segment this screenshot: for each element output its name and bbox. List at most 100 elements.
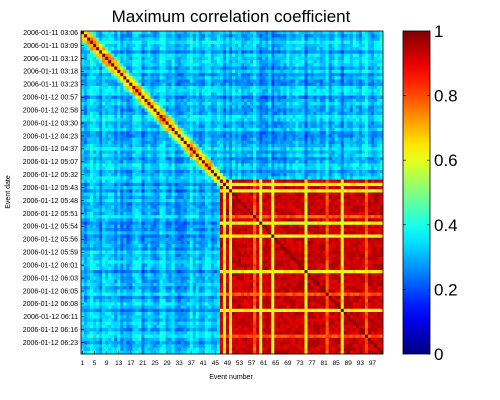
heatmap-cell: [180, 105, 184, 109]
heatmap-cell: [322, 102, 326, 106]
heatmap-cell: [304, 72, 308, 77]
heatmap-cell: [265, 89, 269, 93]
heatmap-cell: [159, 118, 163, 122]
heatmap-cell: [241, 144, 245, 148]
heatmap-cell: [316, 102, 320, 106]
heatmap-cell: [265, 179, 269, 184]
heatmap-cell: [328, 182, 332, 187]
heatmap-cell: [241, 147, 245, 151]
heatmap-cell: [183, 37, 187, 41]
heatmap-cell: [159, 140, 163, 145]
heatmap-cell: [207, 182, 212, 187]
heatmap-cell: [376, 31, 381, 35]
heatmap-cell: [156, 102, 160, 106]
heatmap-cell: [370, 160, 375, 164]
heatmap-cell: [192, 140, 197, 145]
heatmap-cell: [265, 186, 269, 190]
heatmap-cell: [81, 156, 85, 161]
heatmap-cell: [301, 66, 305, 71]
heatmap-cell: [325, 147, 329, 151]
heatmap-cell: [147, 34, 151, 38]
heatmap-cell: [165, 34, 169, 38]
heatmap-cell: [244, 66, 248, 71]
heatmap-cell: [225, 134, 230, 138]
heatmap-cell: [346, 37, 351, 41]
heatmap-cell: [298, 40, 302, 45]
heatmap-cell: [153, 176, 157, 180]
heatmap-cell: [349, 137, 354, 142]
heatmap-cell: [256, 47, 260, 51]
heatmap-cell: [180, 82, 184, 87]
heatmap-cell: [289, 153, 293, 158]
heatmap-cell: [343, 105, 348, 109]
heatmap-cell: [219, 144, 224, 148]
heatmap-cell: [111, 92, 115, 96]
heatmap-cell: [207, 60, 212, 64]
heatmap-cell: [84, 89, 88, 93]
heatmap-cell: [222, 72, 227, 77]
heatmap-cell: [352, 108, 357, 113]
heatmap-cell: [219, 66, 224, 71]
heatmap-cell: [114, 189, 118, 193]
heatmap-cell: [331, 150, 335, 155]
heatmap-cell: [120, 47, 124, 51]
heatmap-cell: [111, 50, 115, 54]
heatmap-cell: [232, 127, 236, 132]
heatmap-cell: [379, 127, 384, 132]
heatmap-cell: [171, 150, 175, 155]
heatmap-cell: [213, 66, 218, 71]
heatmap-cell: [156, 56, 160, 61]
heatmap-cell: [216, 63, 221, 67]
heatmap-cell: [147, 95, 151, 100]
heatmap-cell: [108, 50, 112, 54]
heatmap-cell: [310, 147, 314, 151]
heatmap-cell: [171, 131, 175, 135]
heatmap-cell: [286, 124, 290, 129]
heatmap-cell: [222, 144, 227, 148]
heatmap-cell: [165, 63, 169, 67]
heatmap-cell: [189, 89, 194, 93]
heatmap-cell: [349, 153, 354, 158]
heatmap-cell: [352, 140, 357, 145]
heatmap-cell: [117, 50, 121, 54]
heatmap-cell: [189, 102, 194, 106]
heatmap-cell: [364, 63, 369, 67]
heatmap-cell: [355, 176, 360, 180]
heatmap-cell: [289, 85, 293, 90]
heatmap-cell: [108, 121, 112, 125]
heatmap-cell: [283, 131, 287, 135]
heatmap-cell: [367, 63, 372, 67]
heatmap-cell: [358, 140, 363, 145]
heatmap-cell: [310, 150, 314, 155]
heatmap-cell: [174, 166, 178, 171]
heatmap-cell: [207, 140, 212, 145]
heatmap-cell: [286, 31, 290, 35]
heatmap-cell: [216, 134, 221, 138]
heatmap-cell: [177, 140, 181, 145]
heatmap-cell: [192, 166, 197, 171]
heatmap-cell: [132, 37, 136, 41]
heatmap-cell: [225, 69, 230, 74]
heatmap-cell: [283, 105, 287, 109]
heatmap-cell: [241, 31, 245, 35]
heatmap-cell: [307, 40, 311, 45]
heatmap-cell: [114, 60, 118, 64]
heatmap-cell: [346, 47, 351, 51]
heatmap-cell: [141, 37, 145, 41]
heatmap-cell: [192, 66, 197, 71]
heatmap-cell: [283, 186, 287, 190]
heatmap-cell: [225, 82, 230, 87]
heatmap-cell: [349, 131, 354, 135]
heatmap-cell: [156, 156, 160, 161]
heatmap-cell: [165, 127, 169, 132]
heatmap-cell: [156, 69, 160, 74]
heatmap-cell: [111, 66, 115, 71]
heatmap-cell: [283, 79, 287, 83]
heatmap-cell: [319, 82, 323, 87]
heatmap-cell: [334, 189, 338, 193]
heatmap-cell: [162, 127, 166, 132]
heatmap-cell: [156, 186, 160, 190]
heatmap-cell: [129, 147, 133, 151]
heatmap-cell: [343, 63, 348, 67]
heatmap-cell: [361, 66, 366, 71]
